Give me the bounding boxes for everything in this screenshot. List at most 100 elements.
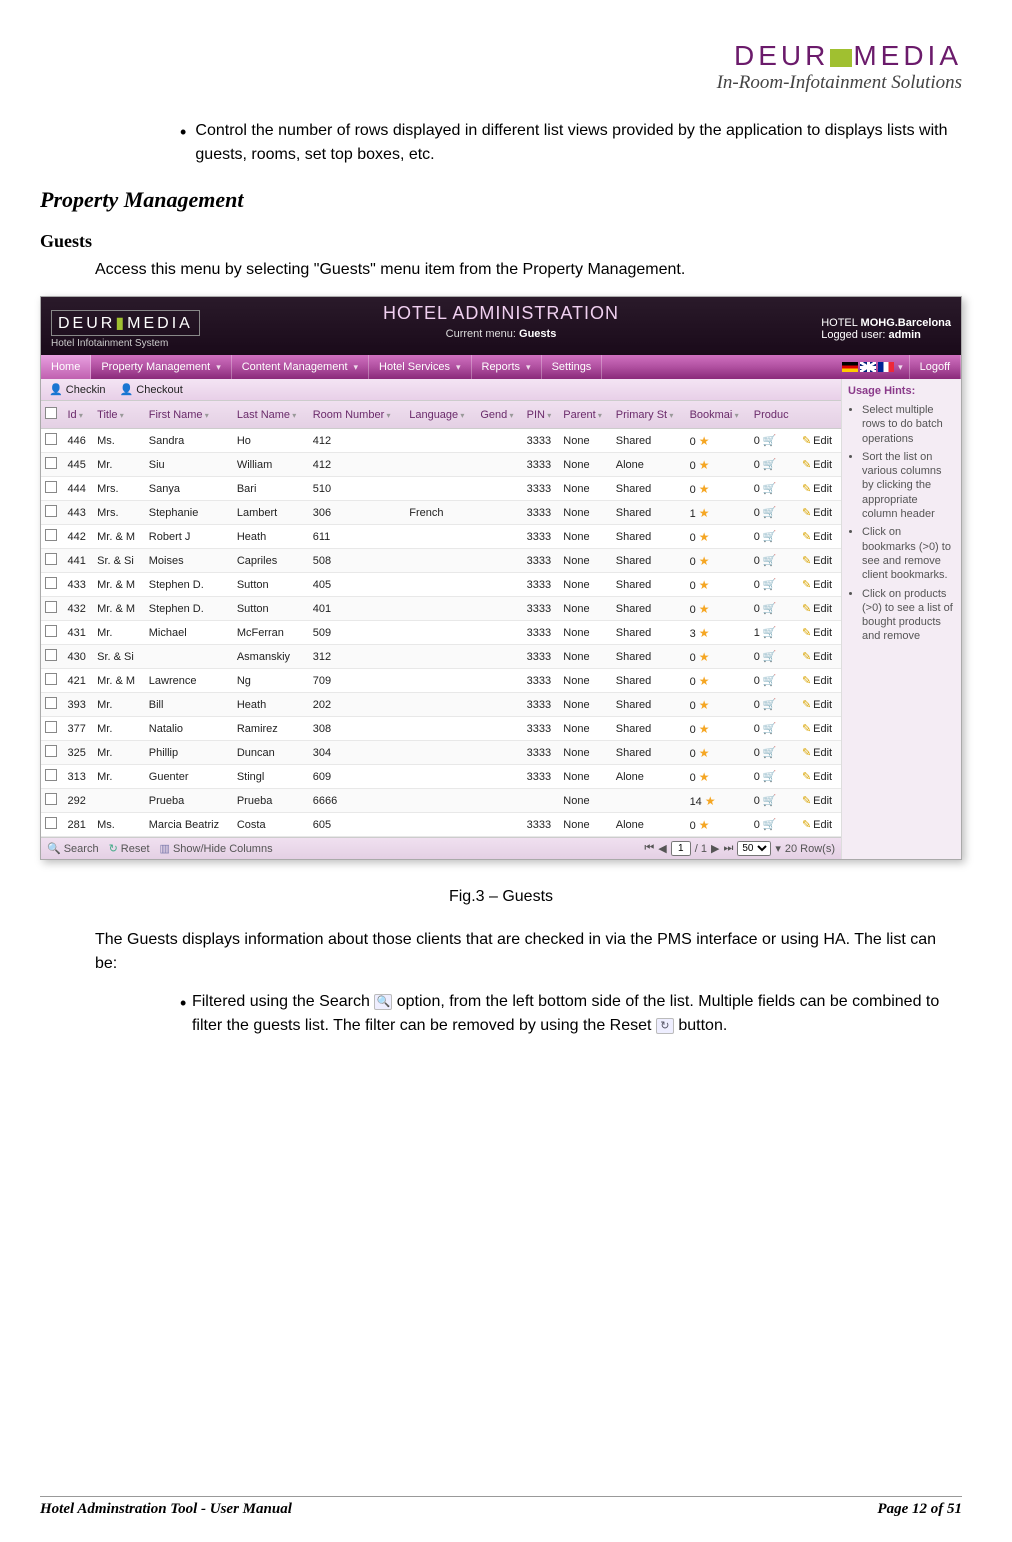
- page-prev-icon[interactable]: ◀: [658, 842, 666, 855]
- cell-bookmarks[interactable]: 0 ★: [686, 693, 750, 717]
- row-checkbox[interactable]: [45, 481, 57, 493]
- menu-logoff[interactable]: Logoff: [910, 355, 961, 379]
- cell-bookmarks[interactable]: 0 ★: [686, 597, 750, 621]
- row-checkbox[interactable]: [45, 433, 57, 445]
- edit-button[interactable]: ✎Edit: [798, 669, 841, 693]
- column-header[interactable]: Title: [93, 401, 145, 429]
- cell-products[interactable]: 0 🛒: [750, 693, 798, 717]
- page-current-input[interactable]: [671, 841, 691, 856]
- cell-bookmarks[interactable]: 0 ★: [686, 645, 750, 669]
- table-row[interactable]: 445Mr.SiuWilliam4123333NoneAlone0 ★0 🛒✎E…: [41, 453, 841, 477]
- table-row[interactable]: 433Mr. & MStephen D.Sutton4053333NoneSha…: [41, 573, 841, 597]
- page-last-icon[interactable]: ⏭: [723, 842, 733, 855]
- cell-products[interactable]: 0 🛒: [750, 765, 798, 789]
- table-row[interactable]: 441Sr. & SiMoisesCapriles5083333NoneShar…: [41, 549, 841, 573]
- reset-button[interactable]: ↻ Reset: [109, 842, 150, 855]
- table-row[interactable]: 393Mr.BillHeath2023333NoneShared0 ★0 🛒✎E…: [41, 693, 841, 717]
- column-header[interactable]: PIN: [523, 401, 560, 429]
- edit-button[interactable]: ✎Edit: [798, 621, 841, 645]
- column-header[interactable]: Id: [64, 401, 94, 429]
- search-button[interactable]: 🔍 Search: [47, 842, 99, 855]
- cell-bookmarks[interactable]: 0 ★: [686, 525, 750, 549]
- edit-button[interactable]: ✎Edit: [798, 597, 841, 621]
- column-header[interactable]: [798, 401, 841, 429]
- cell-products[interactable]: 0 🛒: [750, 429, 798, 453]
- table-row[interactable]: 292PruebaPrueba6666None14 ★0 🛒✎Edit: [41, 789, 841, 813]
- column-header[interactable]: Bookmai: [686, 401, 750, 429]
- row-checkbox[interactable]: [45, 529, 57, 541]
- cell-products[interactable]: 0 🛒: [750, 501, 798, 525]
- edit-button[interactable]: ✎Edit: [798, 501, 841, 525]
- page-first-icon[interactable]: ⏮: [644, 842, 654, 855]
- column-header[interactable]: Primary St: [612, 401, 686, 429]
- edit-button[interactable]: ✎Edit: [798, 549, 841, 573]
- edit-button[interactable]: ✎Edit: [798, 717, 841, 741]
- cell-products[interactable]: 0 🛒: [750, 549, 798, 573]
- table-row[interactable]: 281Ms.Marcia BeatrizCosta6053333NoneAlon…: [41, 813, 841, 837]
- row-checkbox[interactable]: [45, 577, 57, 589]
- edit-button[interactable]: ✎Edit: [798, 765, 841, 789]
- column-header[interactable]: Room Number: [309, 401, 406, 429]
- cell-products[interactable]: 0 🛒: [750, 525, 798, 549]
- row-checkbox[interactable]: [45, 505, 57, 517]
- menu-home[interactable]: Home: [41, 355, 91, 379]
- row-checkbox[interactable]: [45, 673, 57, 685]
- cell-products[interactable]: 0 🛒: [750, 645, 798, 669]
- row-checkbox[interactable]: [45, 649, 57, 661]
- menu-settings[interactable]: Settings: [542, 355, 603, 379]
- cell-products[interactable]: 1 🛒: [750, 621, 798, 645]
- checkin-button[interactable]: 👤 Checkin: [49, 383, 106, 396]
- column-header[interactable]: Language: [405, 401, 476, 429]
- cell-bookmarks[interactable]: 0 ★: [686, 741, 750, 765]
- table-row[interactable]: 421Mr. & MLawrenceNg7093333NoneShared0 ★…: [41, 669, 841, 693]
- table-row[interactable]: 430Sr. & SiAsmanskiy3123333NoneShared0 ★…: [41, 645, 841, 669]
- cell-products[interactable]: 0 🛒: [750, 477, 798, 501]
- cell-bookmarks[interactable]: 0 ★: [686, 717, 750, 741]
- column-header[interactable]: Parent: [559, 401, 612, 429]
- cell-bookmarks[interactable]: 1 ★: [686, 501, 750, 525]
- checkbox-icon[interactable]: [45, 407, 57, 419]
- table-row[interactable]: 443Mrs.StephanieLambert306French3333None…: [41, 501, 841, 525]
- cell-products[interactable]: 0 🛒: [750, 453, 798, 477]
- edit-button[interactable]: ✎Edit: [798, 477, 841, 501]
- column-header[interactable]: Produc: [750, 401, 798, 429]
- row-checkbox[interactable]: [45, 769, 57, 781]
- edit-button[interactable]: ✎Edit: [798, 429, 841, 453]
- table-row[interactable]: 313Mr.GuenterStingl6093333NoneAlone0 ★0 …: [41, 765, 841, 789]
- row-checkbox[interactable]: [45, 745, 57, 757]
- row-checkbox[interactable]: [45, 553, 57, 565]
- table-row[interactable]: 446Ms.SandraHo4123333NoneShared0 ★0 🛒✎Ed…: [41, 429, 841, 453]
- table-row[interactable]: 432Mr. & MStephen D.Sutton4013333NoneSha…: [41, 597, 841, 621]
- showhide-columns-button[interactable]: ▥ Show/Hide Columns: [160, 842, 273, 855]
- column-header[interactable]: Gend: [476, 401, 522, 429]
- language-picker[interactable]: [836, 355, 910, 379]
- column-header[interactable]: [41, 401, 64, 429]
- edit-button[interactable]: ✎Edit: [798, 813, 841, 837]
- cell-bookmarks[interactable]: 0 ★: [686, 429, 750, 453]
- edit-button[interactable]: ✎Edit: [798, 525, 841, 549]
- cell-products[interactable]: 0 🛒: [750, 573, 798, 597]
- cell-products[interactable]: 0 🛒: [750, 669, 798, 693]
- table-row[interactable]: 431Mr.MichaelMcFerran5093333NoneShared3 …: [41, 621, 841, 645]
- cell-bookmarks[interactable]: 0 ★: [686, 477, 750, 501]
- cell-bookmarks[interactable]: 14 ★: [686, 789, 750, 813]
- cell-products[interactable]: 0 🛒: [750, 813, 798, 837]
- cell-bookmarks[interactable]: 0 ★: [686, 453, 750, 477]
- cell-bookmarks[interactable]: 0 ★: [686, 813, 750, 837]
- checkout-button[interactable]: 👤 Checkout: [120, 383, 183, 396]
- cell-bookmarks[interactable]: 0 ★: [686, 765, 750, 789]
- cell-bookmarks[interactable]: 0 ★: [686, 573, 750, 597]
- menu-property-management[interactable]: Property Management: [91, 355, 231, 379]
- edit-button[interactable]: ✎Edit: [798, 693, 841, 717]
- edit-button[interactable]: ✎Edit: [798, 741, 841, 765]
- row-checkbox[interactable]: [45, 457, 57, 469]
- page-next-icon[interactable]: ▶: [711, 842, 719, 855]
- cell-bookmarks[interactable]: 3 ★: [686, 621, 750, 645]
- column-header[interactable]: First Name: [145, 401, 233, 429]
- column-header[interactable]: Last Name: [233, 401, 309, 429]
- table-row[interactable]: 442Mr. & MRobert JHeath6113333NoneShared…: [41, 525, 841, 549]
- row-checkbox[interactable]: [45, 601, 57, 613]
- row-checkbox[interactable]: [45, 817, 57, 829]
- table-row[interactable]: 377Mr.NatalioRamirez3083333NoneShared0 ★…: [41, 717, 841, 741]
- table-row[interactable]: 444Mrs.SanyaBari5103333NoneShared0 ★0 🛒✎…: [41, 477, 841, 501]
